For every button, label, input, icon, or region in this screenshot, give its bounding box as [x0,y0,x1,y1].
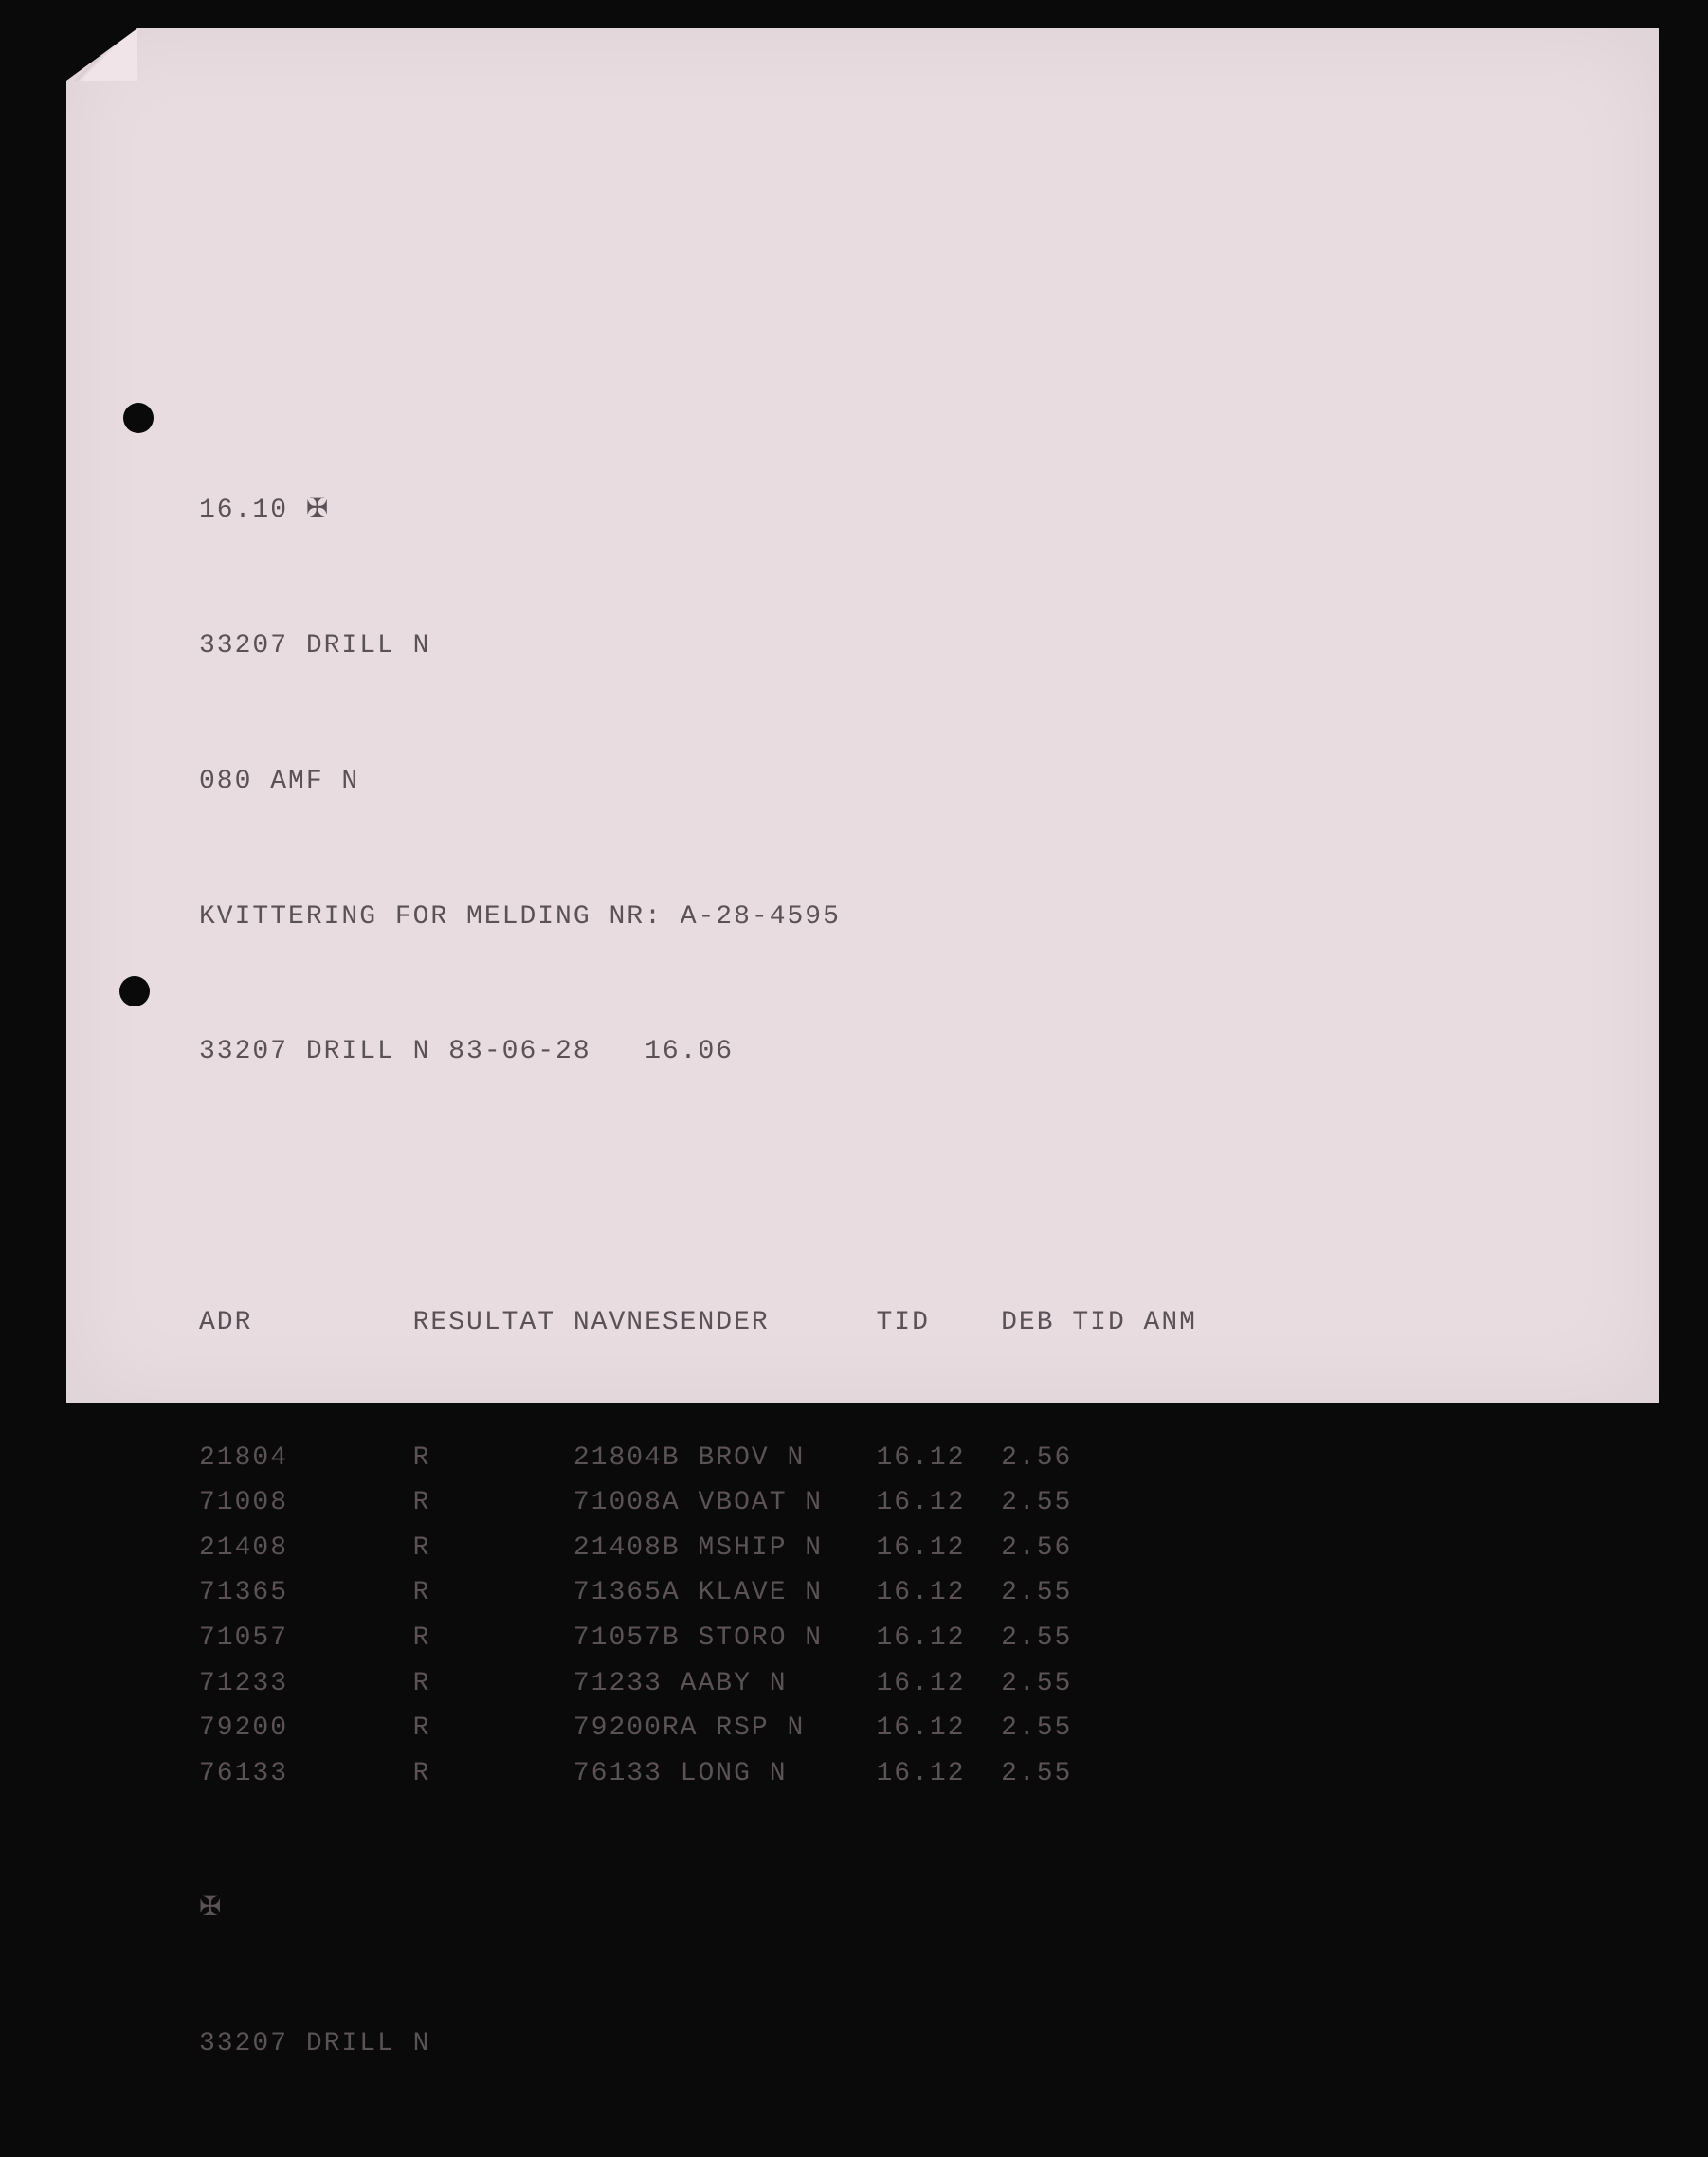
table-row: 21408 R 21408B MSHIP N 16.12 2.56 [199,1526,1197,1571]
melding-nr: A-28-4595 [681,902,841,932]
punch-hole-bottom [119,976,150,1006]
blank-1 [199,1165,1197,1210]
table-row: 71057 R 71057B STORO N 16.12 2.55 [199,1616,1197,1661]
punch-hole-top [123,403,154,433]
header-line-5: 33207 DRILL N 83-06-28 16.06 [199,1029,1197,1075]
table-row: 79200 R 79200RA RSP N 16.12 2.55 [199,1706,1197,1751]
table-row: 76133 R 76133 LONG N 16.12 2.55 [199,1751,1197,1797]
header-line-2: 33207 DRILL N [199,624,1197,669]
kvittering-label: KVITTERING FOR MELDING NR: [199,902,663,932]
printout-content: 16.10 ✠ 33207 DRILL N 080 AMF N KVITTERI… [199,398,1197,2157]
table-row: 71233 R 71233 AABY N 16.12 2.55 [199,1661,1197,1707]
header-line-4: KVITTERING FOR MELDING NR: A-28-4595 [199,895,1197,940]
column-headers: ADR RESULTAT NAVNESENDER TID DEB TID ANM [199,1300,1197,1346]
footer-symbol: ✠ [199,1887,1197,1932]
header-line-1: 16.10 ✠ [199,488,1197,534]
table-row: 71365 R 71365A KLAVE N 16.12 2.55 [199,1570,1197,1616]
table-row: 71008 R 71008A VBOAT N 16.12 2.55 [199,1480,1197,1526]
header-line-3: 080 AMF N [199,759,1197,805]
dogear-corner [66,28,137,81]
footer-line: 33207 DRILL N [199,2021,1197,2067]
paper-sheet: 16.10 ✠ 33207 DRILL N 080 AMF N KVITTERI… [66,28,1659,1403]
table-row: 21804 R 21804B BROV N 16.12 2.56 [199,1436,1197,1481]
